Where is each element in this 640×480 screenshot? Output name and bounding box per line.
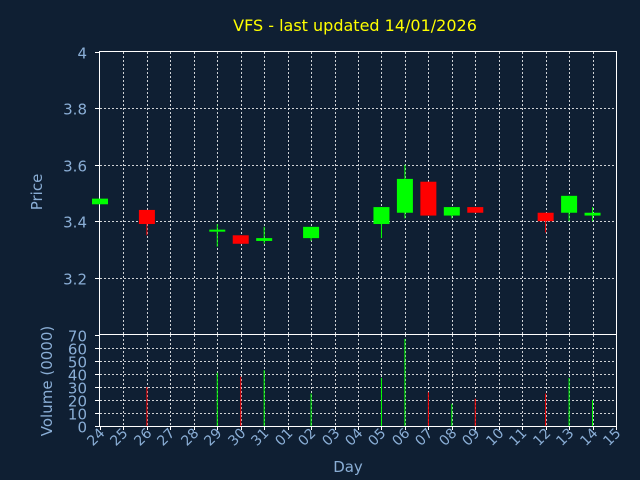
volume-tick-label: 10 (68, 406, 87, 424)
x-tick-label: 06 (389, 425, 413, 449)
x-tick-label: 24 (84, 425, 108, 449)
candle (561, 195, 578, 222)
x-tick-label: 25 (107, 426, 131, 450)
volume-bars (146, 338, 594, 426)
volume-tick-label: 40 (68, 367, 87, 385)
volume-tick-label: 30 (68, 380, 87, 398)
x-tick-label: 04 (342, 425, 366, 449)
x-tick-label: 13 (553, 426, 577, 450)
price-y-ticks: 3.2 3.4 3.6 3.8 4 (63, 45, 100, 289)
x-tick-label: 29 (201, 426, 225, 450)
x-tick-label: 11 (506, 426, 530, 450)
candle-body (561, 195, 578, 213)
x-tick-label: 07 (412, 426, 436, 450)
x-tick-label: 30 (225, 426, 249, 450)
candle (138, 209, 155, 236)
x-tick-label: 26 (131, 425, 155, 449)
candle (303, 226, 320, 241)
x-tick-label: 03 (319, 426, 343, 450)
candle (420, 181, 437, 216)
chart-title: VFS - last updated 14/01/2026 (233, 16, 477, 35)
candle (256, 226, 273, 244)
candle-body (256, 238, 273, 241)
volume-tick-label: 50 (68, 354, 87, 372)
candle-body (138, 209, 155, 225)
volume-tick-label: 70 (68, 328, 87, 346)
candle-body (232, 235, 249, 244)
volume-tick-label: 0 (77, 419, 87, 437)
candle (92, 198, 108, 205)
candle-body (303, 226, 320, 239)
x-tick-label: 27 (154, 426, 178, 450)
candle-body (373, 207, 390, 225)
x-tick-label: 15 (600, 426, 624, 450)
price-axis-label: Price (28, 174, 46, 211)
x-axis-label: Day (333, 458, 363, 476)
candle-body (443, 207, 460, 216)
candle (443, 207, 460, 219)
volume-grid (100, 335, 616, 426)
x-tick-label: 31 (248, 426, 272, 450)
candle (537, 212, 554, 233)
volume-tick-label: 60 (68, 341, 87, 359)
price-tick-label: 3.4 (63, 214, 87, 232)
candle (232, 235, 249, 244)
candle-body (537, 212, 554, 222)
price-grid (100, 52, 616, 334)
candles (92, 164, 601, 247)
volume-axis-label: Volume (0000) (38, 326, 56, 436)
candle (584, 207, 601, 222)
candle-body (467, 207, 484, 213)
price-tick-label: 3.2 (63, 271, 87, 289)
candle-body (584, 212, 601, 216)
price-tick-label: 3.8 (63, 101, 87, 119)
candle-body (209, 229, 226, 232)
x-tick-label: 14 (577, 425, 601, 449)
volume-tick-label: 20 (68, 393, 87, 411)
x-tick-label: 01 (272, 426, 296, 450)
x-tick-label: 02 (295, 426, 319, 450)
x-ticks: 24 25 26 27 28 29 30 31 01 02 03 04 05 06 07 08 09 10 11 12… (84, 425, 624, 449)
candle-body (92, 198, 108, 205)
candle (373, 207, 390, 239)
x-tick-label: 08 (436, 426, 460, 450)
x-tick-label: 05 (365, 426, 389, 450)
price-tick-label: 4 (77, 45, 87, 63)
price-tick-label: 3.6 (63, 158, 87, 176)
candle (467, 207, 484, 213)
candle (209, 224, 226, 247)
x-tick-label: 12 (530, 426, 554, 450)
candle-body (420, 181, 437, 216)
x-tick-label: 28 (178, 426, 202, 450)
x-tick-label: 09 (459, 426, 483, 450)
x-tick-label: 10 (483, 426, 507, 450)
candle-body (396, 178, 413, 213)
candle (396, 164, 413, 219)
